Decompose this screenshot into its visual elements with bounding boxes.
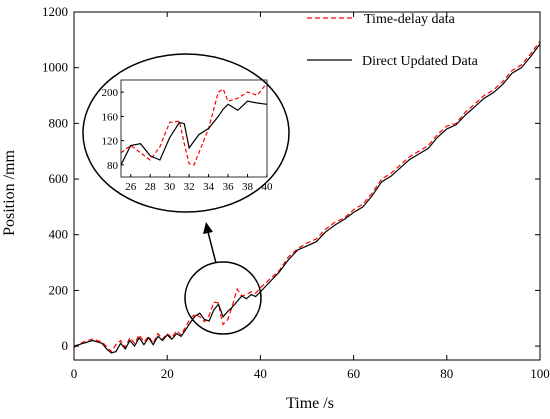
x-tick-label: 40 bbox=[254, 366, 267, 381]
x-axis-title: Time /s bbox=[286, 395, 334, 412]
y-tick-label: 200 bbox=[49, 282, 69, 297]
inset-x-tick-label: 28 bbox=[145, 181, 157, 193]
inset-y-tick-label: 200 bbox=[102, 87, 119, 99]
main-plot bbox=[74, 40, 540, 354]
y-tick-label: 1200 bbox=[42, 4, 68, 19]
inset-x-tick-label: 36 bbox=[223, 181, 235, 193]
y-tick-label: 400 bbox=[49, 227, 69, 242]
x-tick-label: 20 bbox=[161, 366, 174, 381]
inset-frame bbox=[120, 79, 268, 178]
inset-y-tick-label: 160 bbox=[102, 111, 119, 123]
y-tick-label: 600 bbox=[49, 171, 69, 186]
zoom-arrow-head bbox=[203, 222, 213, 234]
inset-series-line-1 bbox=[121, 100, 267, 166]
series-line-0 bbox=[74, 40, 540, 353]
inset-x-tick-label: 32 bbox=[184, 181, 195, 193]
inset-x-tick-label: 30 bbox=[164, 181, 176, 193]
plot-frame bbox=[73, 11, 541, 361]
y-tick-label: 0 bbox=[62, 338, 69, 353]
zoom-arrow-line bbox=[207, 231, 217, 264]
inset-chart: 26 28 30 32 34 36 38 40 80 120 160 200 bbox=[102, 79, 274, 193]
inset-x-tick-label: 40 bbox=[262, 181, 274, 193]
x-tick-label: 60 bbox=[347, 366, 360, 381]
x-tick-label: 80 bbox=[440, 366, 453, 381]
legend-label-time-delay: Time-delay data bbox=[364, 12, 456, 27]
y-axis-title: Position /mm bbox=[1, 150, 18, 236]
legend: Time-delay data Direct Updated Data bbox=[307, 12, 479, 69]
inset-y-tick-label: 120 bbox=[102, 136, 119, 148]
inset-frame-ellipse bbox=[82, 53, 290, 213]
inset-series-line-0 bbox=[121, 82, 267, 166]
x-tick-label: 100 bbox=[530, 366, 550, 381]
y-tick-label: 1000 bbox=[42, 60, 68, 75]
x-tick-label: 0 bbox=[71, 366, 78, 381]
inset-x-tick-label: 38 bbox=[242, 181, 254, 193]
zoom-region-circle bbox=[184, 261, 262, 335]
inset-x-tick-label: 34 bbox=[203, 181, 215, 193]
zoom-annotation bbox=[82, 53, 290, 335]
legend-label-direct-updated: Direct Updated Data bbox=[362, 54, 479, 69]
inset-y-tick-label: 80 bbox=[107, 160, 119, 172]
inset-x-tick-label: 26 bbox=[125, 181, 137, 193]
y-tick-label: 800 bbox=[49, 115, 69, 130]
series-line-1 bbox=[74, 43, 540, 354]
